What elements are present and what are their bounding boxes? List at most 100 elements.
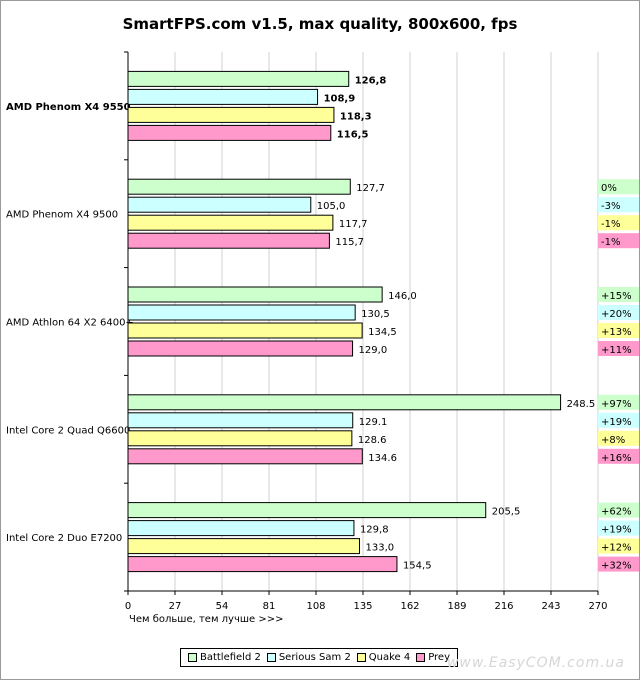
delta-label: +13% (601, 327, 632, 338)
chart-title: SmartFPS.com v1.5, max quality, 800x600,… (122, 15, 518, 33)
bar (127, 214, 334, 231)
bar (127, 502, 487, 519)
delta-label: +11% (601, 345, 632, 356)
bar (127, 106, 335, 123)
bar-value-label: 126,8 (355, 75, 387, 86)
delta-label: +15% (601, 291, 632, 302)
bar-value-label: 129,8 (360, 525, 389, 536)
x-tick-label: 216 (494, 601, 513, 612)
x-tick-label: 243 (541, 601, 560, 612)
delta-badge (598, 430, 639, 446)
legend-swatch (416, 653, 426, 662)
bar (127, 70, 350, 87)
bar (127, 394, 562, 411)
delta-badge (598, 556, 639, 572)
delta-badge (598, 412, 639, 428)
bar-value-label: 134,5 (368, 327, 397, 338)
delta-badge (598, 179, 639, 195)
delta-label: +12% (601, 543, 632, 554)
bar-value-label: 118,3 (340, 111, 372, 122)
bar (127, 322, 363, 339)
delta-badge (598, 341, 639, 356)
bar-value-label: 129,0 (359, 345, 388, 356)
category-label: Intel Core 2 Duo E7200 (6, 533, 122, 544)
bar-value-label: 154,5 (403, 561, 432, 572)
category-label: Intel Core 2 Quad Q6600 (6, 425, 130, 436)
x-tick-label: 27 (169, 601, 182, 612)
bar (127, 538, 361, 555)
bar-value-label: 129.1 (359, 417, 388, 428)
legend-label: Battlefield 2 (199, 652, 261, 663)
legend-label: Quake 4 (368, 652, 411, 663)
category-label: AMD Phenom X4 9500 (6, 210, 118, 221)
bar-value-label: 128.6 (358, 435, 387, 446)
delta-label: 0% (601, 183, 617, 194)
delta-label: +8% (601, 435, 625, 446)
bar (127, 340, 354, 357)
legend-swatch (187, 653, 197, 662)
delta-label: +19% (601, 417, 632, 428)
legend-swatch (266, 653, 276, 662)
x-tick-label: 162 (400, 601, 419, 612)
bar-value-label: 117,7 (339, 219, 368, 230)
watermark: www.EasyCOM.com.ua (446, 655, 625, 671)
delta-badge (598, 394, 639, 410)
delta-label: -1% (601, 237, 620, 248)
bar (127, 178, 351, 195)
x-tick-label: 54 (216, 601, 229, 612)
legend-item: Battlefield 2 (187, 652, 261, 663)
bar-value-label: 116,5 (337, 129, 369, 140)
legend-item: Quake 4 (356, 652, 411, 663)
category-label: AMD Athlon 64 X2 6400+ (6, 318, 134, 329)
delta-badge (598, 215, 639, 231)
x-tick-label: 0 (125, 601, 131, 612)
bar (127, 304, 356, 321)
bar (127, 430, 353, 447)
x-axis-label: Чем больше, тем лучше >>> (129, 614, 284, 625)
category-label: AMD Phenom X4 9550 (6, 102, 131, 113)
delta-label: +19% (601, 525, 632, 536)
delta-badge (598, 448, 639, 464)
bar (127, 412, 354, 429)
x-tick-label: 189 (447, 601, 466, 612)
bar-value-label: 105,0 (317, 201, 346, 212)
bar-value-label: 130,5 (361, 309, 390, 320)
bar-value-label: 248.5 (567, 399, 596, 410)
x-tick-label: 270 (588, 601, 607, 612)
delta-badge (598, 305, 639, 320)
bar (127, 286, 383, 303)
bar (127, 196, 312, 213)
delta-badge (598, 233, 639, 249)
delta-label: +20% (601, 309, 632, 320)
bar (127, 520, 355, 537)
bar-value-label: 115,7 (335, 237, 364, 248)
delta-badge (598, 538, 639, 554)
delta-badge (598, 197, 639, 213)
legend-label: Prey (428, 652, 451, 663)
bar-value-label: 134.6 (368, 453, 397, 464)
x-tick-label: 108 (306, 601, 325, 612)
bar (127, 448, 363, 465)
delta-label: +32% (601, 561, 632, 572)
bar-value-label: 205,5 (492, 507, 521, 518)
delta-badge (598, 287, 639, 302)
delta-badge (598, 502, 639, 518)
legend-item: Prey (416, 652, 450, 663)
delta-label: -1% (601, 219, 620, 230)
delta-badge (598, 323, 639, 338)
bar (127, 124, 332, 141)
legend: Battlefield 2 Serious Sam 2 Quake 4 Prey (180, 648, 458, 667)
legend-label: Serious Sam 2 (278, 652, 351, 663)
delta-badge (598, 520, 639, 536)
legend-item: Serious Sam 2 (266, 652, 351, 663)
delta-label: +97% (601, 399, 632, 410)
delta-label: +62% (601, 507, 632, 518)
bar-value-label: 127,7 (356, 183, 385, 194)
bar-value-label: 108,9 (324, 93, 356, 104)
x-tick-label: 81 (263, 601, 276, 612)
bar (127, 232, 330, 249)
x-tick-label: 135 (353, 601, 372, 612)
bar (127, 556, 398, 573)
